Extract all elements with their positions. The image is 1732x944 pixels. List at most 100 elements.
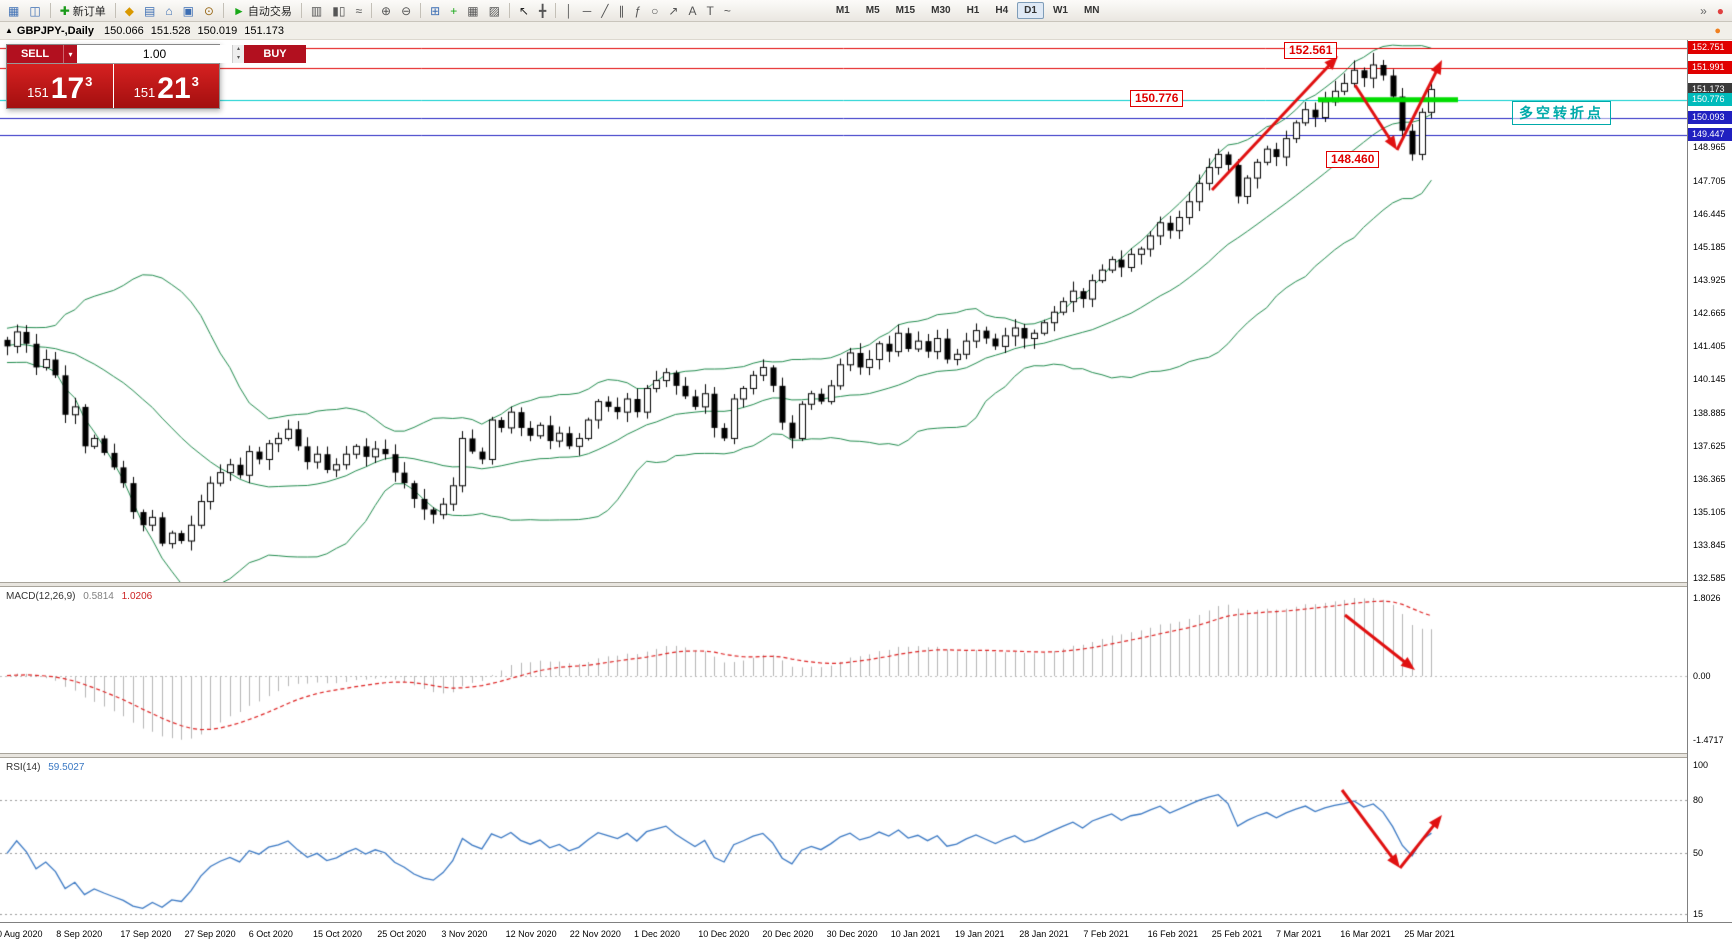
sell-price-panel[interactable]: 151 17 3 xyxy=(7,64,114,108)
toolbar-separator xyxy=(49,3,51,18)
chart-menu-icon[interactable]: ▲ xyxy=(5,26,13,35)
rsi-value: 59.5027 xyxy=(48,762,85,773)
trade-panel-header: SELL ▾ ▴ ▾ BUY xyxy=(7,45,306,64)
toolbar-separator xyxy=(371,3,373,18)
line-chart-icon[interactable]: ≈ xyxy=(351,2,366,20)
autotrading-button[interactable]: ► 自动交易 xyxy=(229,2,296,20)
toolbar-separator xyxy=(300,3,302,18)
fibonacci-icon-glyph: ƒ xyxy=(634,3,642,18)
main-chart-canvas[interactable] xyxy=(0,40,1687,582)
macd-main-value: 0.5814 xyxy=(83,591,114,602)
news-icon[interactable]: ● xyxy=(1713,2,1728,20)
date-label: 19 Jan 2021 xyxy=(955,929,1005,939)
autotrading-button-glyph: ► xyxy=(232,3,245,18)
channel-icon[interactable]: ∥ xyxy=(614,2,628,20)
timeframe-w1-button[interactable]: W1 xyxy=(1052,5,1068,16)
volume-input[interactable] xyxy=(77,45,232,63)
strategy-tester-icon[interactable]: ⊙ xyxy=(200,2,218,20)
volume-up-icon[interactable]: ▴ xyxy=(233,45,244,54)
text-icon[interactable]: A xyxy=(684,2,700,20)
news-icon-glyph: ● xyxy=(1716,3,1724,18)
toolbar-overflow-icon[interactable]: » xyxy=(1696,2,1711,20)
price-tick: 132.585 xyxy=(1693,573,1726,584)
buy-price-prefix: 151 xyxy=(133,85,156,100)
price-axis[interactable]: 148.965 147.705 146.445 145.185 143.925 142.6… xyxy=(1687,40,1732,922)
new-order-button[interactable]: ✚ 新订单 xyxy=(56,2,110,20)
label-icon[interactable]: T xyxy=(702,2,717,20)
timeframe-m5-button[interactable]: M5 xyxy=(865,5,880,16)
label-icon-glyph: T xyxy=(706,3,714,18)
zoom-out-icon[interactable]: ⊖ xyxy=(397,2,415,20)
price-tick: 142.665 xyxy=(1693,308,1726,319)
horizontal-line-icon[interactable]: ─ xyxy=(579,2,596,20)
date-label: 7 Feb 2021 xyxy=(1083,929,1129,939)
fibonacci-icon[interactable]: ƒ xyxy=(630,2,645,20)
price-tick: 141.405 xyxy=(1693,341,1726,352)
price-tick: 138.885 xyxy=(1693,407,1726,418)
horizontal-line-icon-glyph: ─ xyxy=(582,3,592,18)
sell-button[interactable]: SELL xyxy=(7,45,63,63)
navigator-icon[interactable]: ⌂ xyxy=(161,2,176,20)
price-line-label: 152.751 xyxy=(1688,41,1732,55)
toolbar-separator xyxy=(420,3,422,18)
date-label: 17 Sep 2020 xyxy=(120,929,172,939)
macd-panel-canvas[interactable] xyxy=(0,587,1687,753)
new-chart-icon[interactable]: ▦ xyxy=(4,2,23,20)
buy-price-sup: 3 xyxy=(191,74,199,89)
timeframe-m15-button[interactable]: M15 xyxy=(895,5,916,16)
price-tick: 146.445 xyxy=(1693,208,1726,219)
cursor-icon[interactable]: ↖ xyxy=(515,2,533,20)
waves-icon[interactable]: ~ xyxy=(720,2,735,20)
candlestick-icon[interactable]: ▮▯ xyxy=(328,2,349,20)
terminal-icon[interactable]: ▣ xyxy=(179,2,198,20)
zoom-in-icon[interactable]: ⊕ xyxy=(377,2,395,20)
text-icon-glyph: A xyxy=(688,3,697,18)
timeframe-h1-button[interactable]: H1 xyxy=(966,5,980,16)
vertical-line-icon[interactable]: │ xyxy=(561,2,577,20)
tile-windows-icon-glyph: ⊞ xyxy=(430,3,441,18)
rsi-panel-canvas[interactable] xyxy=(0,758,1687,922)
panel-separator[interactable] xyxy=(0,753,1732,758)
timeframe-d1-button[interactable]: D1 xyxy=(1017,2,1044,19)
timeframe-m1-button[interactable]: M1 xyxy=(835,5,850,16)
trade-options-dropdown-icon[interactable]: ▾ xyxy=(63,45,77,63)
profiles-icon[interactable]: ◫ xyxy=(25,2,44,20)
buy-price-panel[interactable]: 151 21 3 xyxy=(113,64,219,108)
trendline-icon[interactable]: ╱ xyxy=(597,2,612,20)
new-order-button-label: 新订单 xyxy=(72,5,106,18)
chart-info-bar: ▲ GBPJPY-,Daily 150.066 151.528 150.019 … xyxy=(0,22,1732,40)
sell-price-prefix: 151 xyxy=(27,85,49,100)
periods-icon[interactable]: ▦ xyxy=(463,2,482,20)
cursor-icon-glyph: ↖ xyxy=(518,3,529,18)
timeframe-m30-button[interactable]: M30 xyxy=(931,5,951,16)
buy-button[interactable]: BUY xyxy=(244,45,306,63)
indicators-icon[interactable]: + xyxy=(446,2,461,20)
templates-icon[interactable]: ▨ xyxy=(485,2,504,20)
strategy-tester-icon-glyph: ⊙ xyxy=(203,3,214,18)
price-tick: 148.965 xyxy=(1693,142,1726,153)
zoom-in-icon-glyph: ⊕ xyxy=(381,3,392,18)
time-axis[interactable]: 30 Aug 2020 8 Sep 2020 17 Sep 2020 27 Sep 2… xyxy=(0,922,1732,944)
crosshair-icon[interactable]: ╋ xyxy=(535,2,550,20)
panel-separator[interactable] xyxy=(0,582,1732,587)
bar-chart-icon[interactable]: ▥ xyxy=(307,2,326,20)
macd-indicator-label: MACD(12,26,9) 0.5814 1.0206 xyxy=(6,591,152,602)
zoom-out-icon-glyph: ⊖ xyxy=(401,3,412,18)
date-label: 22 Nov 2020 xyxy=(569,929,621,939)
data-window-icon[interactable]: ▤ xyxy=(140,2,159,20)
shapes-icon[interactable]: ○ xyxy=(647,2,662,20)
trade-panel-prices: 151 17 3 151 21 3 xyxy=(7,64,219,108)
date-label: 10 Dec 2020 xyxy=(698,929,750,939)
timeframe-h4-button[interactable]: H4 xyxy=(995,5,1009,16)
volume-stepper: ▴ ▾ xyxy=(232,45,244,63)
price-line-label: 150.093 xyxy=(1688,111,1732,125)
tile-windows-icon[interactable]: ⊞ xyxy=(426,2,444,20)
date-label: 12 Nov 2020 xyxy=(505,929,557,939)
community-icon[interactable]: ● xyxy=(1714,24,1721,37)
price-tick: 135.105 xyxy=(1693,506,1726,517)
volume-down-icon[interactable]: ▾ xyxy=(233,54,244,63)
arrows-icon[interactable]: ↗ xyxy=(664,2,682,20)
market-watch-icon[interactable]: ◆ xyxy=(121,2,138,20)
timeframe-mn-button[interactable]: MN xyxy=(1083,5,1100,16)
terminal-icon-glyph: ▣ xyxy=(182,3,194,18)
